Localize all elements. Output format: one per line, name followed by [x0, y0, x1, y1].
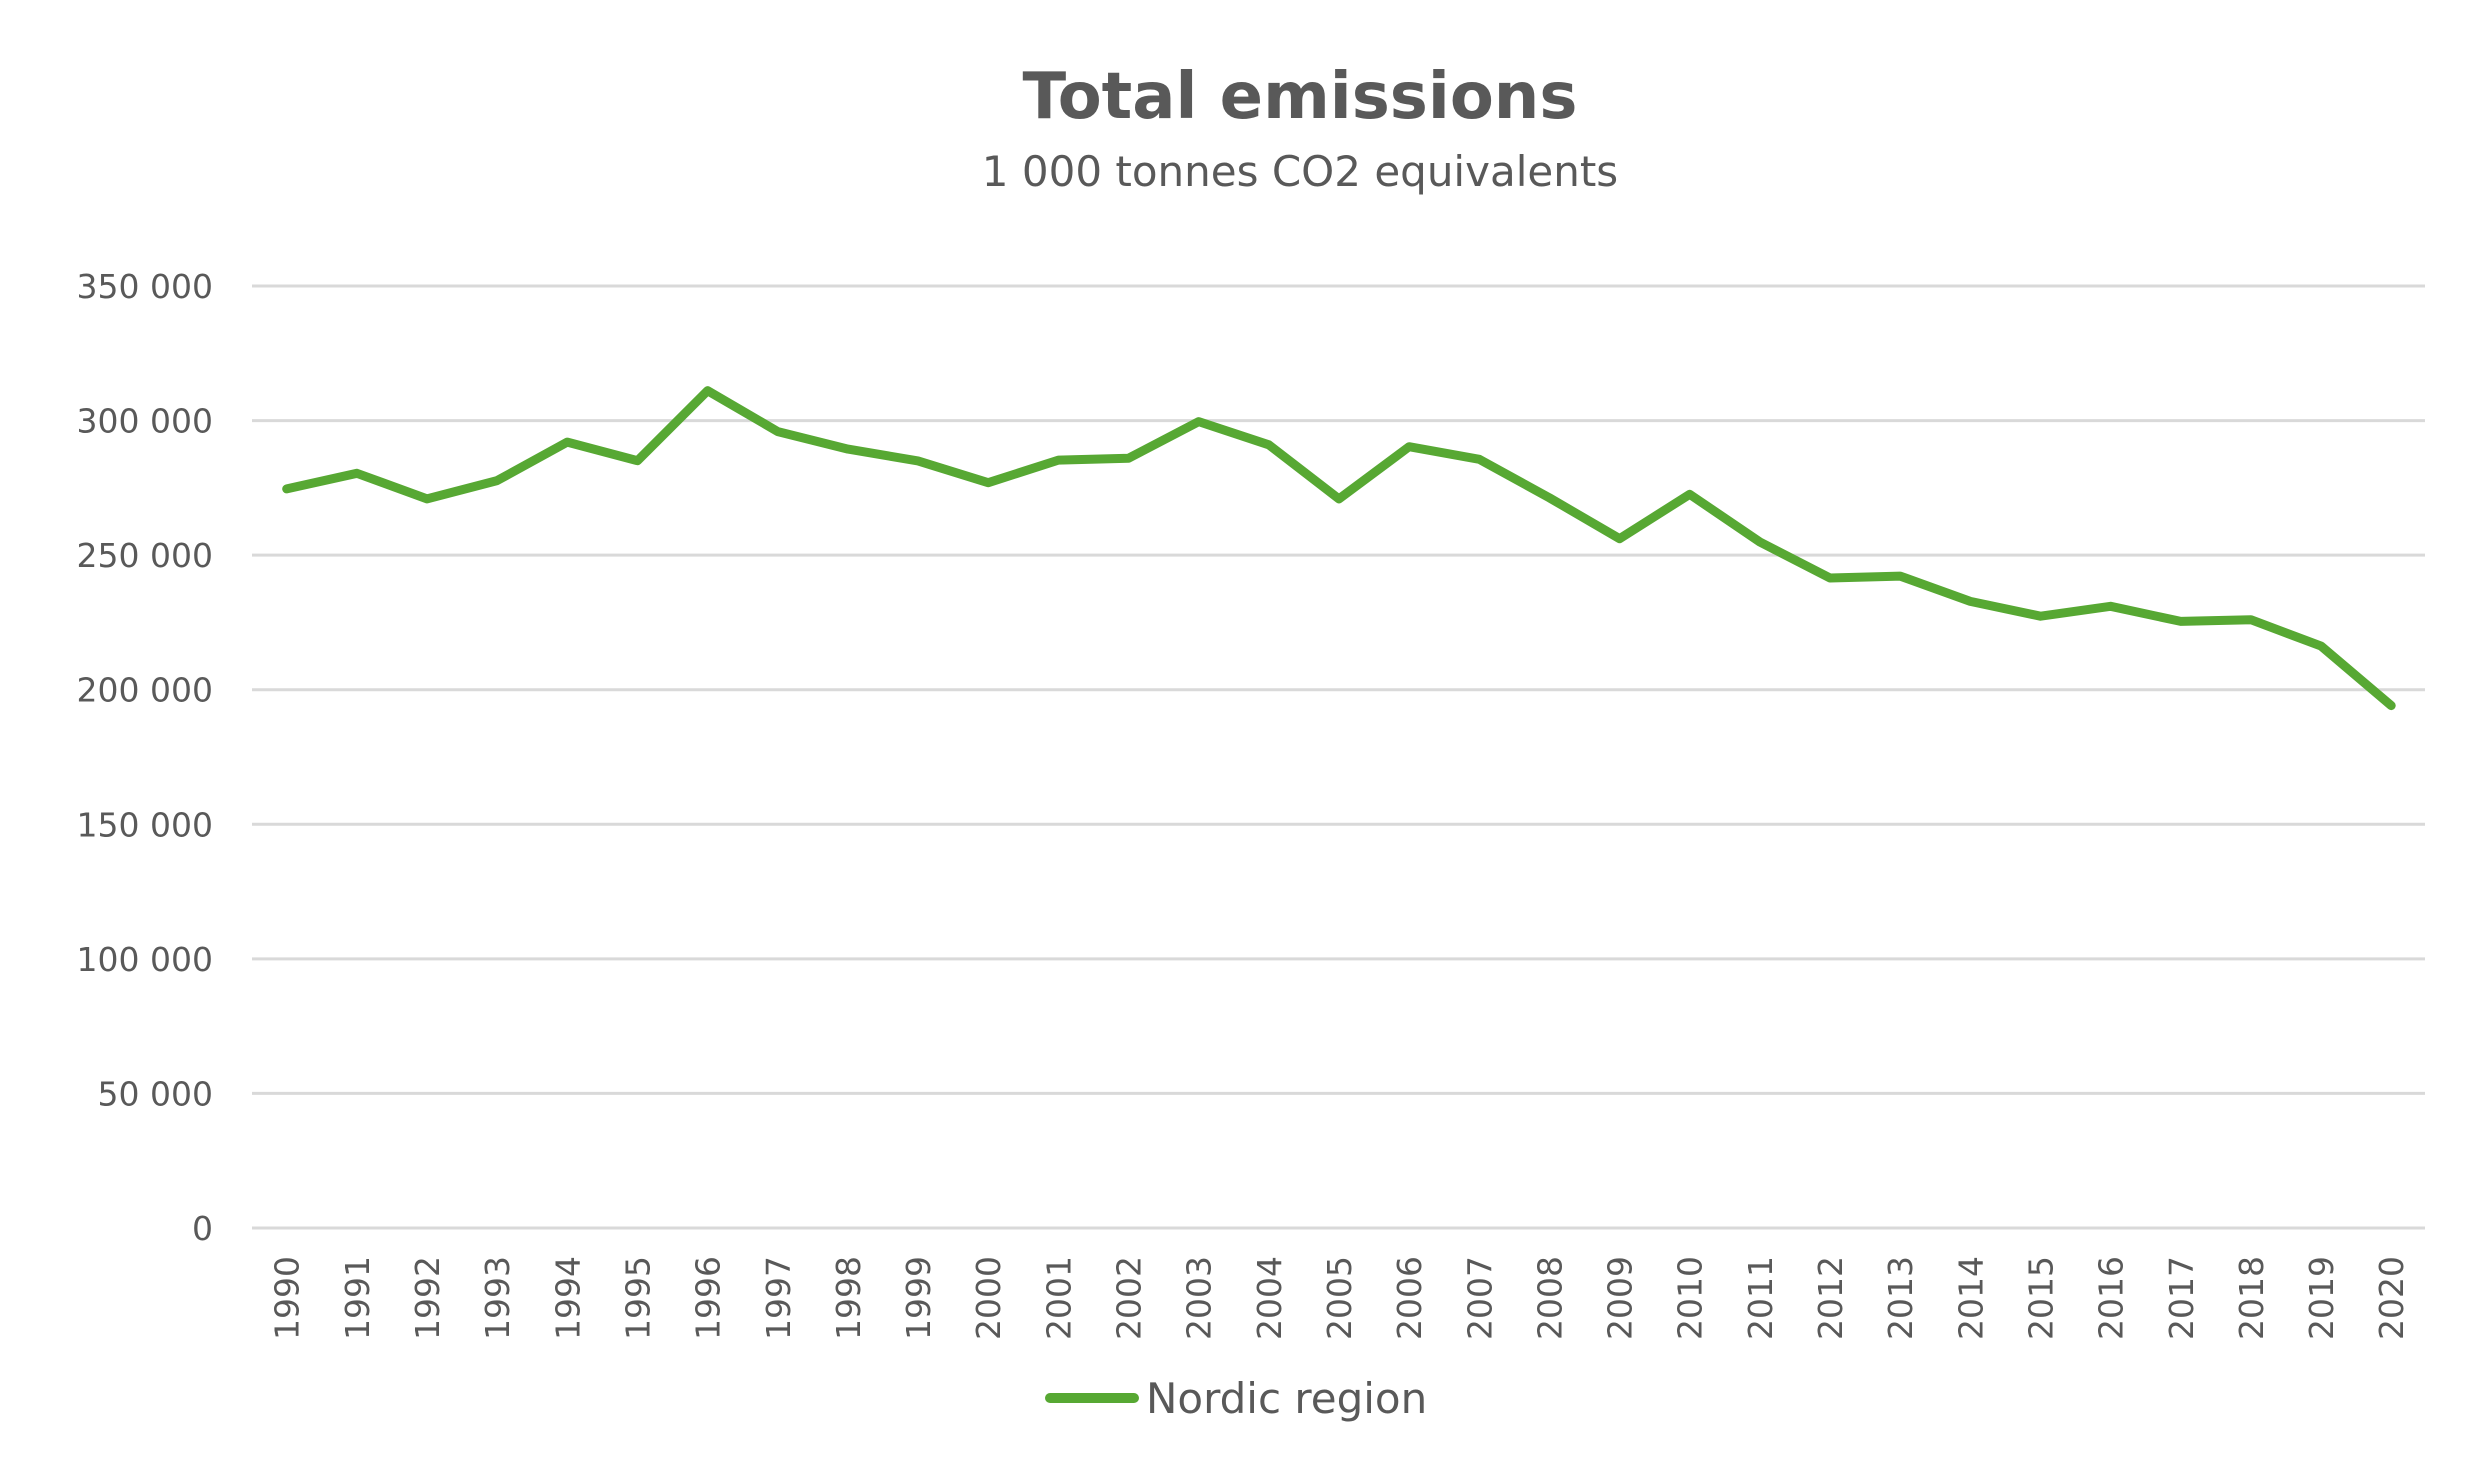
y-tick-label: 350 000	[77, 267, 213, 306]
x-tick-label: 1997	[759, 1256, 798, 1340]
x-tick-label: 2009	[1601, 1256, 1640, 1340]
x-tick-label: 2004	[1250, 1256, 1289, 1340]
x-tick-label: 2000	[969, 1256, 1008, 1340]
x-tick-label: 1998	[829, 1256, 868, 1340]
y-axis-tick-labels: 0 50 000 100 000 150 000 200 000 250 000 300 0…	[77, 267, 213, 1248]
x-tick-label: 1991	[338, 1256, 377, 1340]
y-tick-label: 0	[192, 1209, 213, 1248]
x-tick-label: 1992	[408, 1256, 447, 1340]
x-tick-label: 2012	[1811, 1256, 1850, 1340]
x-tick-label: 1999	[899, 1256, 938, 1340]
x-tick-label: 2011	[1741, 1256, 1780, 1340]
series-line-nordic-region	[282, 386, 2396, 711]
x-tick-label: 1996	[689, 1256, 728, 1340]
x-tick-label: 1990	[268, 1256, 307, 1340]
y-tick-label: 100 000	[77, 940, 213, 979]
x-tick-label: 1995	[618, 1256, 657, 1340]
x-tick-label: 1993	[478, 1256, 517, 1340]
x-tick-label: 2005	[1320, 1256, 1359, 1340]
x-tick-label: 2010	[1671, 1256, 1710, 1340]
x-tick-label: 2019	[2302, 1256, 2341, 1340]
legend: Nordic region	[1045, 1374, 1427, 1423]
x-tick-label: 2015	[2021, 1256, 2060, 1340]
y-tick-label: 300 000	[77, 402, 213, 441]
x-tick-label: 2013	[1881, 1256, 1920, 1340]
x-tick-label: 2020	[2372, 1256, 2411, 1340]
x-tick-label: 2014	[1951, 1256, 1990, 1340]
x-tick-label: 2008	[1530, 1256, 1569, 1340]
x-tick-label: 1994	[548, 1256, 587, 1340]
x-tick-label: 2007	[1460, 1256, 1499, 1340]
y-tick-label: 200 000	[77, 671, 213, 710]
x-tick-label: 2006	[1390, 1256, 1429, 1340]
legend-label-nordic-region: Nordic region	[1146, 1374, 1427, 1423]
x-tick-label: 2017	[2162, 1256, 2201, 1340]
x-tick-label: 2016	[2092, 1256, 2131, 1340]
x-tick-label: 2002	[1110, 1256, 1149, 1340]
y-tick-label: 150 000	[77, 805, 213, 844]
chart-title: Total emissions	[1023, 60, 1578, 134]
x-axis-tick-labels: 1990 1991 1992 1993 1994 1995 1996 1997 1998 1999…	[268, 1256, 2411, 1340]
y-tick-label: 250 000	[77, 536, 213, 575]
gridlines	[252, 284, 2425, 1230]
x-tick-label: 2003	[1180, 1256, 1219, 1340]
y-tick-label: 50 000	[98, 1074, 213, 1113]
series-lines	[282, 386, 2396, 711]
chart-subtitle: 1 000 tonnes CO2 equivalents	[982, 147, 1618, 196]
x-tick-label: 2018	[2232, 1256, 2271, 1340]
x-tick-label: 2001	[1039, 1256, 1078, 1340]
